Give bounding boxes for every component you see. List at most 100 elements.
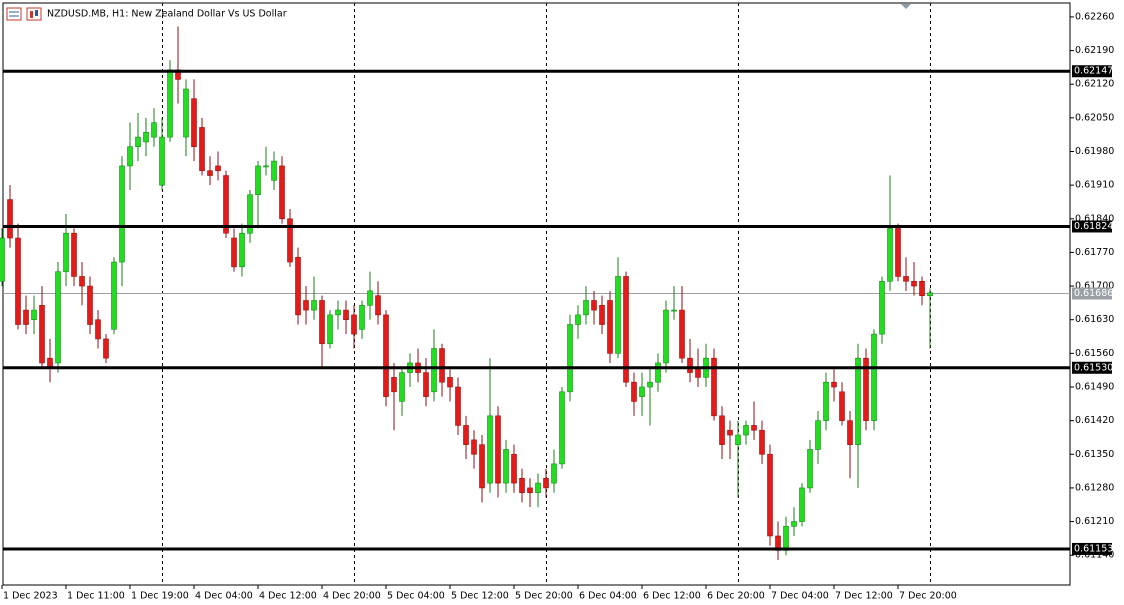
candle-body: [767, 453, 773, 537]
candle-body: [607, 300, 613, 354]
candle-body: [191, 98, 197, 147]
candle-body: [759, 429, 765, 455]
candle-body: [535, 482, 541, 494]
candle-body: [871, 333, 877, 421]
candle-body: [599, 304, 605, 325]
x-tick-label: 6 Dec 04:00: [579, 591, 637, 602]
candle-body: [263, 165, 269, 168]
price-label: 0.61686: [1074, 288, 1113, 299]
x-tick-label: 1 Dec 11:00: [67, 591, 125, 602]
x-tick-label: 6 Dec 12:00: [643, 591, 701, 602]
candle-body: [551, 463, 557, 484]
candle-body: [271, 160, 277, 181]
header-icons: [6, 7, 42, 21]
candle-body: [815, 420, 821, 450]
candle-body: [151, 122, 157, 138]
level-label: 0.61153: [1074, 543, 1113, 554]
y-tick-label: 0.62190: [1075, 45, 1114, 56]
candle-body: [15, 237, 21, 325]
candle-body: [391, 377, 397, 393]
candle-body: [567, 324, 573, 393]
candle-body: [791, 521, 797, 527]
candle-body: [135, 136, 141, 147]
candle-body: [95, 319, 101, 340]
candle-body: [727, 429, 733, 436]
candle-body: [287, 218, 293, 263]
y-tick-label: 0.61700: [1075, 281, 1114, 292]
candle-body: [919, 280, 925, 296]
candle-body: [399, 372, 405, 402]
level-label-box: [1072, 220, 1112, 233]
candle-body: [183, 88, 189, 138]
candle-body: [903, 276, 909, 282]
candle-body: [311, 300, 317, 311]
candle-body: [127, 146, 133, 167]
y-tick-label: 0.61490: [1075, 381, 1114, 392]
candle-body: [319, 300, 325, 345]
x-tick-label: 7 Dec 04:00: [771, 591, 829, 602]
y-tick-label: 0.61420: [1075, 415, 1114, 426]
candle-body: [7, 199, 13, 239]
shift-marker: [901, 4, 911, 9]
level-label-box: [1072, 542, 1112, 555]
level-label-box: [1072, 361, 1112, 374]
y-tick-label: 0.61140: [1075, 550, 1114, 561]
x-tick-label: 4 Dec 20:00: [323, 591, 381, 602]
candle-body: [639, 386, 645, 397]
candle-body: [159, 136, 165, 186]
candle-body: [807, 449, 813, 489]
candle-body: [119, 165, 125, 263]
candle-body: [479, 444, 485, 489]
candle-body: [879, 280, 885, 335]
candle-body: [303, 300, 309, 311]
candle-body: [615, 276, 621, 354]
candle-body: [671, 309, 677, 312]
candle-body: [575, 314, 581, 325]
candle-body: [911, 280, 917, 287]
y-tick-label: 0.61280: [1075, 482, 1114, 493]
candle-body: [503, 449, 509, 484]
x-tick-label: 7 Dec 20:00: [899, 591, 957, 602]
candle-body: [55, 271, 61, 364]
candle-body: [895, 228, 901, 277]
candle-body: [335, 309, 341, 316]
candle-body: [751, 425, 757, 431]
y-tick-label: 0.61980: [1075, 146, 1114, 157]
candle-body: [471, 439, 477, 455]
y-tick-label: 0.61910: [1075, 180, 1114, 191]
level-label: 0.61530: [1074, 362, 1113, 373]
candle-body: [655, 362, 661, 383]
candle-body: [295, 256, 301, 316]
candle-body: [279, 165, 285, 220]
x-tick-label: 4 Dec 12:00: [259, 591, 317, 602]
x-tick-label: 5 Dec 12:00: [451, 591, 509, 602]
candle-body: [719, 415, 725, 445]
candle-body: [447, 377, 453, 388]
x-tick-label: 5 Dec 20:00: [515, 591, 573, 602]
icon-bar: [30, 11, 33, 18]
candle-body: [527, 487, 533, 494]
y-tick-label: 0.61560: [1075, 348, 1114, 359]
y-tick-label: 0.61210: [1075, 516, 1114, 527]
candle-body: [663, 309, 669, 364]
x-tick-label: 1 Dec 2023: [3, 591, 58, 602]
candle-body: [855, 357, 861, 445]
level-label: 0.62147: [1074, 66, 1113, 77]
candle-body: [215, 165, 221, 172]
candle-body: [559, 391, 565, 465]
candle-body: [799, 487, 805, 522]
candle-body: [239, 232, 245, 268]
candle-body: [167, 69, 173, 138]
candle-body: [71, 232, 77, 277]
y-tick-label: 0.62120: [1075, 79, 1114, 90]
candle-body: [439, 348, 445, 383]
candle-body: [487, 415, 493, 484]
icon: [26, 7, 42, 21]
x-tick-label: 5 Dec 04:00: [387, 591, 445, 602]
candle-body: [63, 232, 69, 272]
candle-body: [887, 228, 893, 282]
candle-body: [543, 478, 549, 489]
level-label: 0.61824: [1074, 221, 1113, 232]
candle-body: [455, 386, 461, 426]
candle-body: [591, 300, 597, 311]
